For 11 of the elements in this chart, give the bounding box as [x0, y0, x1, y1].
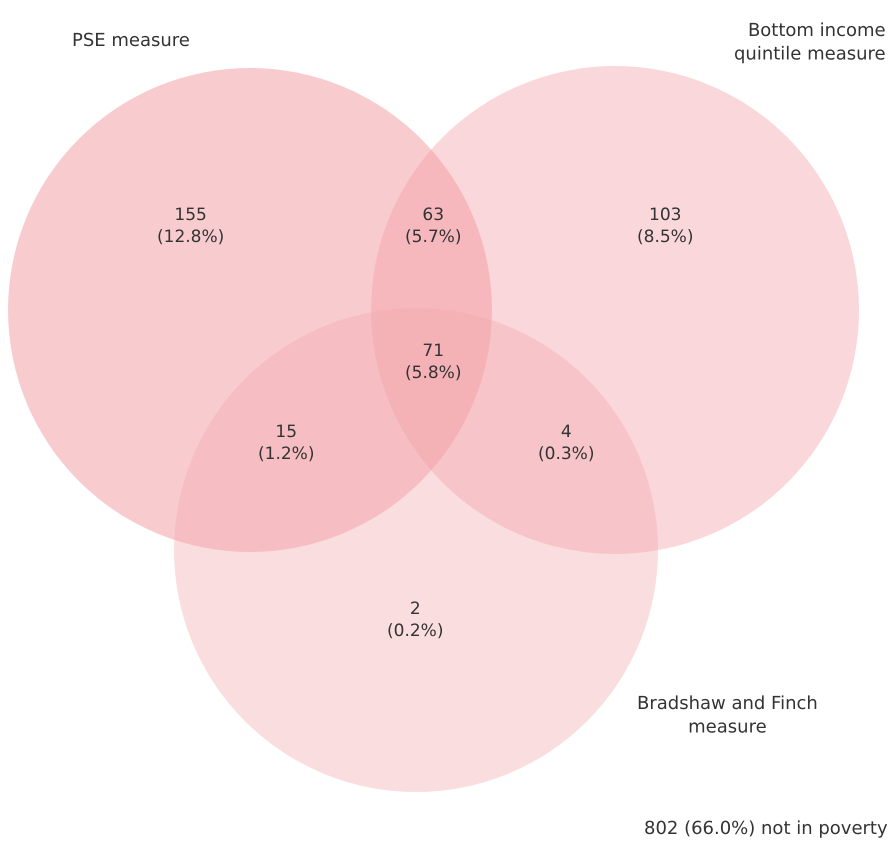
data-label: 2 (0.2%)	[387, 599, 444, 642]
text: Bottom income quintile measure	[734, 20, 886, 64]
data-label: 103 (8.5%)	[637, 205, 694, 248]
data-label: 71 (5.8%)	[405, 341, 462, 384]
data-label: 15 (1.2%)	[258, 422, 314, 464]
text: PSE measure	[72, 30, 190, 51]
text: 802 (66.0%) not in poverty	[644, 818, 888, 839]
data-label: 4 (0.3%)	[538, 422, 594, 464]
data-label: 63 (5.7%)	[405, 205, 462, 248]
data-label: 155 (12.8%)	[157, 205, 224, 248]
text: Bradshaw and Finch measure	[637, 693, 818, 738]
